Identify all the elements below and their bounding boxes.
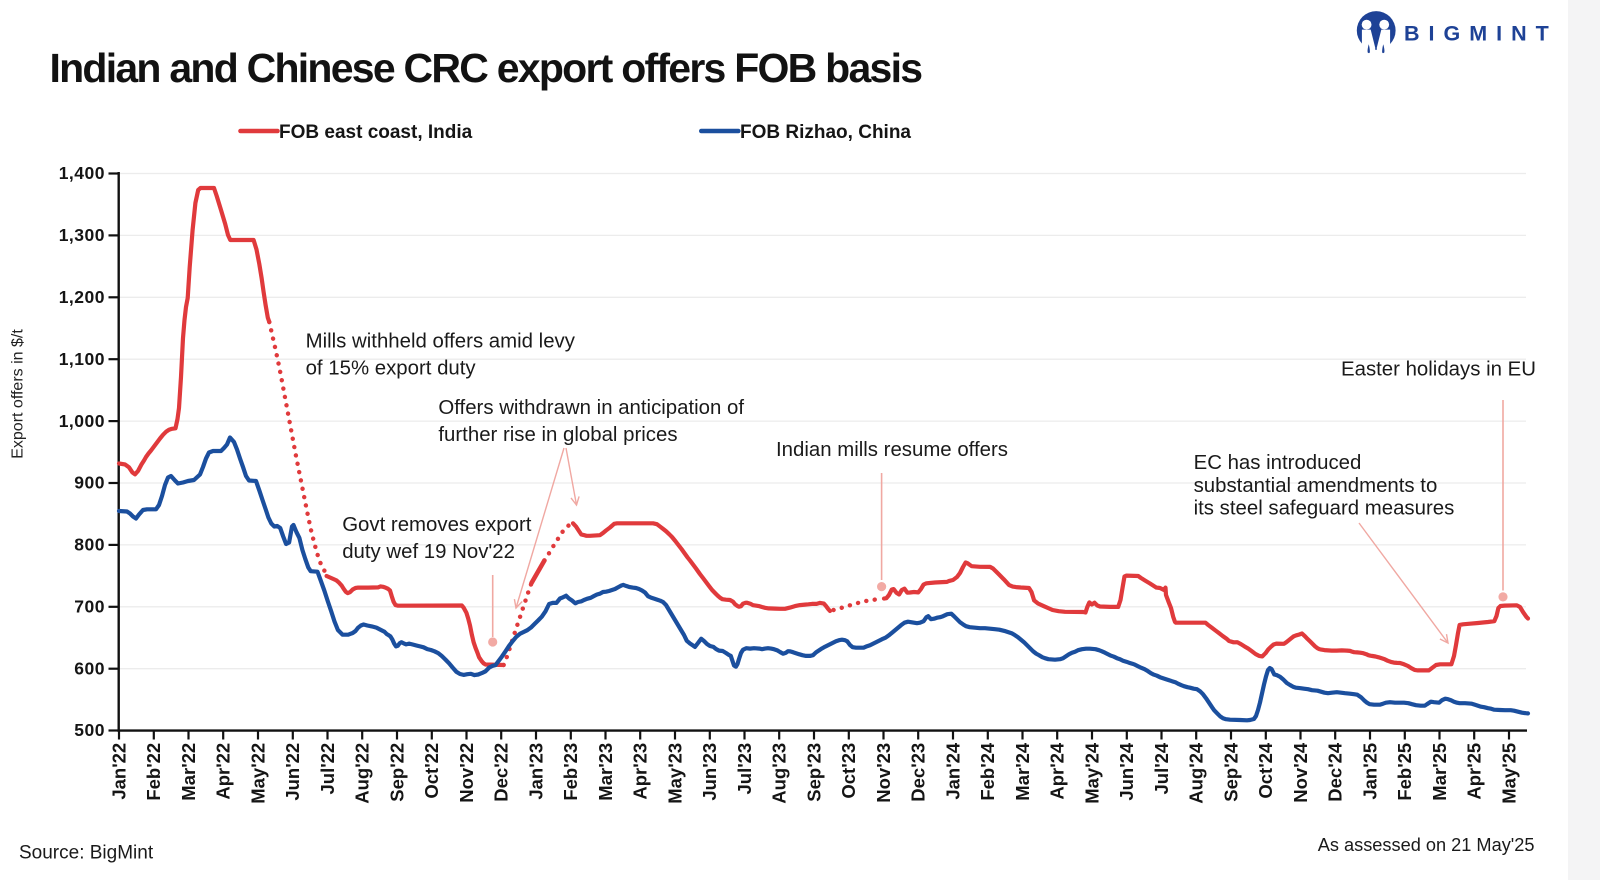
svg-text:Nov'22: Nov'22 bbox=[456, 743, 477, 803]
svg-text:Sep'23: Sep'23 bbox=[803, 743, 824, 802]
svg-text:Mar'23: Mar'23 bbox=[595, 743, 616, 801]
svg-text:Nov'24: Nov'24 bbox=[1290, 742, 1311, 803]
svg-text:Nov'23: Nov'23 bbox=[873, 743, 894, 803]
svg-text:1,200: 1,200 bbox=[59, 287, 105, 307]
svg-text:800: 800 bbox=[74, 535, 105, 555]
svg-text:Feb'24: Feb'24 bbox=[977, 742, 998, 801]
svg-text:Aug'24: Aug'24 bbox=[1186, 742, 1207, 804]
svg-text:Dec'22: Dec'22 bbox=[491, 743, 512, 802]
svg-text:Mar'25: Mar'25 bbox=[1429, 743, 1450, 801]
svg-text:Govt removes export: Govt removes export bbox=[342, 514, 532, 536]
svg-text:Indian mills resume offers: Indian mills resume offers bbox=[776, 439, 1008, 461]
svg-text:May'23: May'23 bbox=[664, 743, 685, 804]
svg-text:Jan'24: Jan'24 bbox=[942, 742, 963, 800]
svg-text:May'22: May'22 bbox=[247, 743, 268, 804]
svg-text:1,000: 1,000 bbox=[59, 411, 105, 431]
svg-text:Indian and Chinese CRC export: Indian and Chinese CRC export offers FOB… bbox=[50, 45, 923, 91]
svg-text:Dec'24: Dec'24 bbox=[1325, 742, 1346, 802]
svg-text:BIGMINT: BIGMINT bbox=[1404, 22, 1558, 46]
svg-text:May'24: May'24 bbox=[1081, 742, 1102, 804]
svg-text:Export offers in $/t: Export offers in $/t bbox=[10, 329, 27, 459]
svg-text:its steel safeguard measures: its steel safeguard measures bbox=[1194, 498, 1455, 520]
svg-text:700: 700 bbox=[74, 597, 105, 617]
svg-text:substantial amendments to: substantial amendments to bbox=[1194, 475, 1438, 497]
svg-text:Apr'23: Apr'23 bbox=[630, 743, 651, 800]
svg-text:Dec'23: Dec'23 bbox=[908, 743, 929, 802]
svg-text:Aug'22: Aug'22 bbox=[352, 743, 373, 804]
svg-text:Apr'25: Apr'25 bbox=[1464, 743, 1485, 800]
svg-text:500: 500 bbox=[74, 720, 105, 740]
svg-text:Jun'22: Jun'22 bbox=[282, 743, 303, 801]
svg-text:Oct'24: Oct'24 bbox=[1255, 742, 1276, 799]
svg-text:May'25: May'25 bbox=[1498, 743, 1519, 804]
svg-text:Jul'24: Jul'24 bbox=[1151, 742, 1172, 794]
svg-text:Jan'23: Jan'23 bbox=[525, 743, 546, 800]
svg-text:1,400: 1,400 bbox=[59, 163, 105, 183]
svg-text:1,100: 1,100 bbox=[59, 349, 105, 369]
svg-text:Mar'24: Mar'24 bbox=[1012, 742, 1033, 801]
svg-text:further rise in global prices: further rise in global prices bbox=[438, 424, 677, 446]
svg-text:Feb'25: Feb'25 bbox=[1394, 743, 1415, 801]
svg-text:Mar'22: Mar'22 bbox=[178, 743, 199, 801]
svg-text:Sep'22: Sep'22 bbox=[386, 743, 407, 802]
svg-text:duty wef 19 Nov'22: duty wef 19 Nov'22 bbox=[342, 541, 515, 563]
svg-text:Oct'22: Oct'22 bbox=[421, 743, 442, 799]
svg-text:EC has introduced: EC has introduced bbox=[1194, 452, 1362, 474]
svg-text:FOB east coast, India: FOB east coast, India bbox=[279, 122, 473, 143]
svg-text:FOB Rizhao, China: FOB Rizhao, China bbox=[740, 122, 911, 143]
svg-text:Jun'23: Jun'23 bbox=[699, 743, 720, 801]
svg-text:Source: BigMint: Source: BigMint bbox=[19, 843, 154, 864]
svg-text:600: 600 bbox=[74, 658, 105, 678]
svg-text:Feb'23: Feb'23 bbox=[560, 743, 581, 801]
svg-text:Apr'22: Apr'22 bbox=[213, 743, 234, 800]
svg-text:As assessed on 21 May'25: As assessed on 21 May'25 bbox=[1318, 835, 1535, 855]
svg-text:Aug'23: Aug'23 bbox=[769, 743, 790, 804]
svg-text:Jun'24: Jun'24 bbox=[1116, 742, 1137, 801]
svg-text:Offers withdrawn in anticipati: Offers withdrawn in anticipation of bbox=[438, 397, 744, 419]
svg-text:1,300: 1,300 bbox=[59, 225, 105, 245]
svg-text:Jan'25: Jan'25 bbox=[1359, 743, 1380, 800]
svg-text:of 15% export duty: of 15% export duty bbox=[306, 358, 477, 380]
svg-text:Jul'23: Jul'23 bbox=[734, 743, 755, 795]
svg-text:Mills withheld offers amid lev: Mills withheld offers amid levy bbox=[306, 331, 576, 353]
svg-text:Sep'24: Sep'24 bbox=[1220, 742, 1241, 802]
svg-text:Feb'22: Feb'22 bbox=[143, 743, 164, 801]
svg-text:Jul'22: Jul'22 bbox=[317, 743, 338, 795]
svg-text:900: 900 bbox=[74, 473, 105, 493]
svg-text:Oct'23: Oct'23 bbox=[838, 743, 859, 799]
svg-text:Apr'24: Apr'24 bbox=[1047, 742, 1068, 800]
svg-text:Easter holidays in EU: Easter holidays in EU bbox=[1341, 359, 1536, 381]
svg-text:Jan'22: Jan'22 bbox=[108, 743, 129, 800]
